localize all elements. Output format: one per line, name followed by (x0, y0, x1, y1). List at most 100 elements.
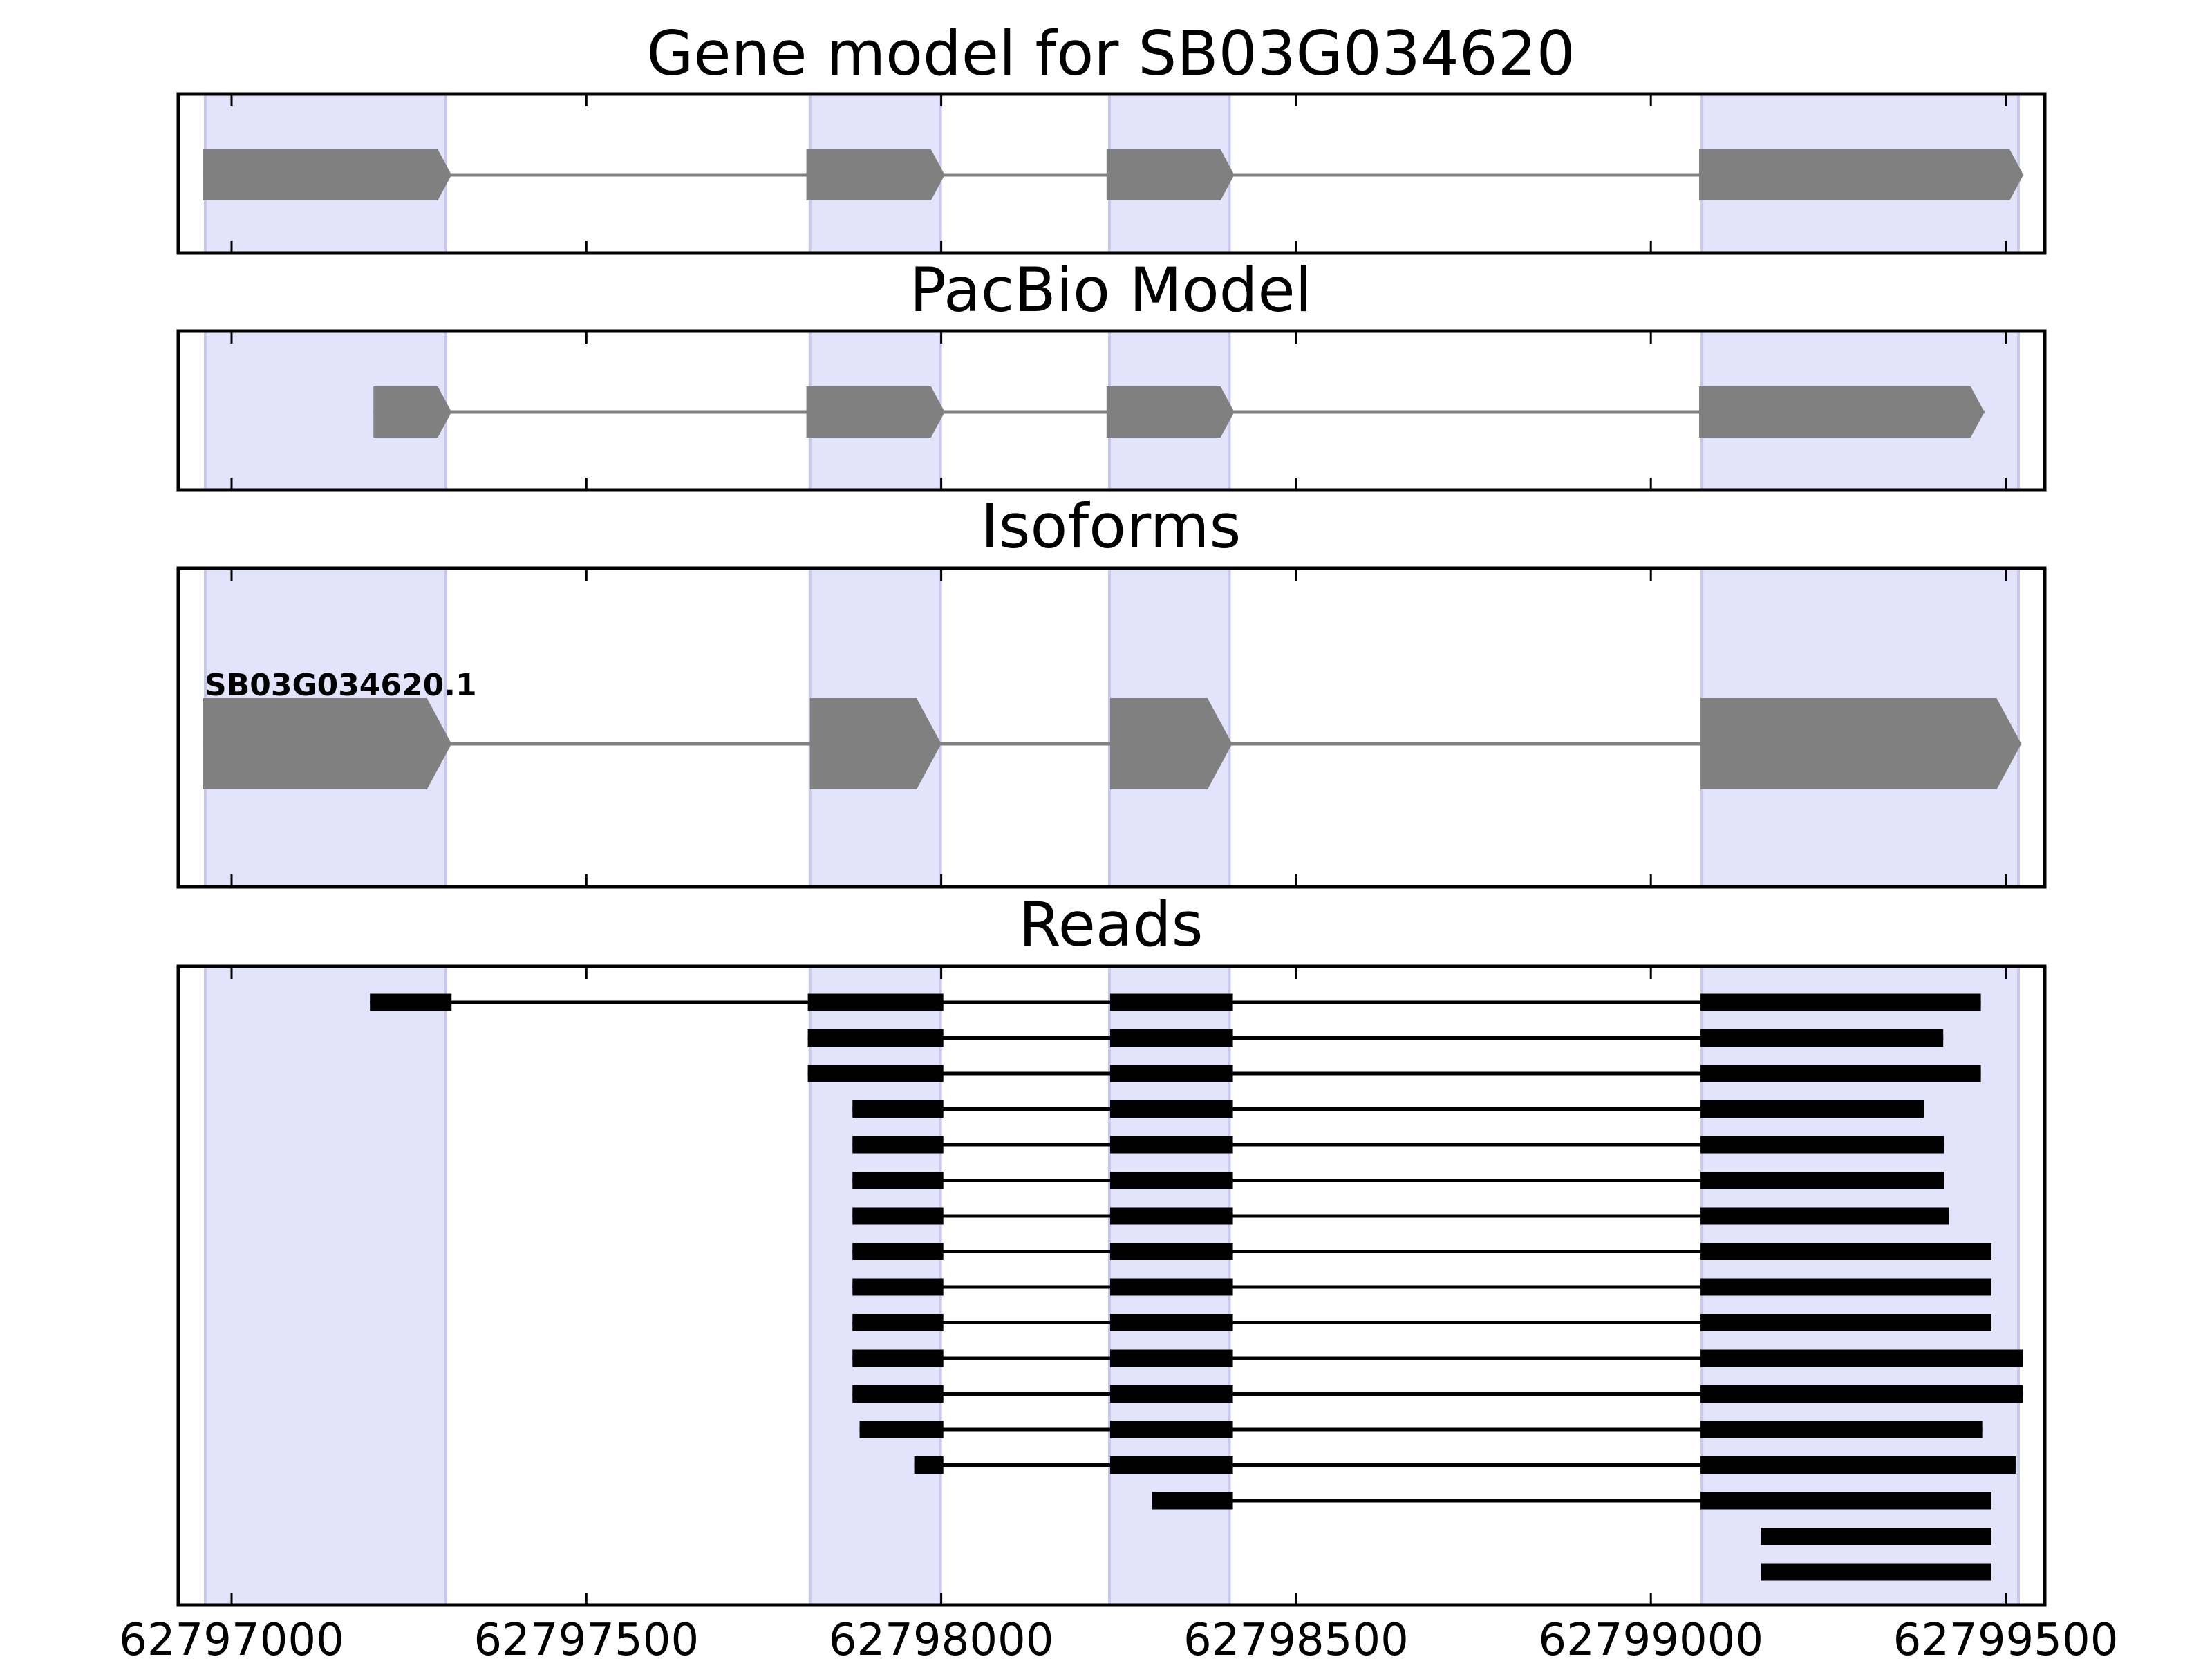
read-exon-block (1700, 1029, 1944, 1047)
x-tick-label: 62799000 (1538, 1615, 1763, 1659)
panel-plot-area (176, 92, 2047, 255)
read-exon-block (852, 1172, 944, 1189)
read-exon-block (1700, 1065, 1981, 1082)
read-exon-block (1109, 1314, 1233, 1331)
pacbio-model-panel: PacBio Model (176, 254, 2047, 492)
read-exon-block (1700, 1421, 1983, 1438)
panel-plot-area (176, 964, 2047, 1607)
read-exon-block (807, 993, 944, 1011)
read-row (1761, 1563, 1992, 1581)
read-exon-block (1109, 1421, 1233, 1438)
panel-plot-area (176, 329, 2047, 492)
read-exon-block (1109, 1065, 1233, 1082)
x-tick-label: 62798000 (829, 1615, 1054, 1659)
read-exon-block (852, 1136, 944, 1154)
exon-arrow (1699, 149, 2024, 200)
read-row (852, 1385, 2023, 1403)
read-exon-block (852, 1278, 944, 1296)
read-exon-block (807, 1029, 944, 1047)
read-row (852, 1100, 1924, 1118)
exon-arrow (806, 149, 945, 200)
exon-shade-region (204, 330, 448, 491)
gene-model-panel: Gene model for SB03G034620 (176, 18, 2047, 255)
exon-arrow (806, 386, 945, 438)
read-exon-block (1700, 1136, 1944, 1154)
read-exon-block (1700, 1172, 1944, 1189)
read-exon-block (1700, 1492, 1992, 1510)
read-row (370, 993, 1981, 1011)
x-tick-label: 62797500 (474, 1615, 699, 1659)
read-exon-block (370, 993, 452, 1011)
reads-panel: Reads (176, 889, 2047, 1607)
read-exon-block (852, 1385, 944, 1403)
axes-frame (176, 329, 2047, 492)
read-exon-block (1109, 1243, 1233, 1260)
read-exon-block (1152, 1492, 1233, 1510)
read-exon-block (1109, 1385, 1233, 1403)
read-row (852, 1172, 1944, 1189)
read-exon-block (1700, 993, 1981, 1011)
panel-plot-area (176, 566, 2047, 889)
axes-frame (176, 92, 2047, 255)
read-exon-block (1109, 1207, 1233, 1225)
read-exon-block (1109, 1100, 1233, 1118)
read-exon-block (1700, 1207, 1949, 1225)
read-exon-block (852, 1100, 944, 1118)
read-exon-block (1700, 1278, 1992, 1296)
read-row (1761, 1528, 1992, 1545)
read-row (807, 1065, 1981, 1082)
isoform-label: SB03G034620.1 (205, 668, 477, 703)
exon-arrow (809, 698, 941, 789)
read-exon-block (1700, 1243, 1992, 1260)
read-row (859, 1421, 1983, 1438)
read-exon-block (914, 1456, 944, 1474)
read-exon-block (852, 1207, 944, 1225)
x-tick-label: 62799500 (1893, 1615, 2119, 1659)
exon-arrow (1700, 698, 2022, 789)
axes-frame (176, 964, 2047, 1607)
read-exon-block (1700, 1385, 2023, 1403)
exon-arrow (203, 149, 452, 200)
exon-arrow (373, 386, 452, 438)
isoforms-title: Isoforms (981, 491, 1241, 562)
read-row (807, 1029, 1944, 1047)
read-row (852, 1314, 1992, 1331)
read-row (852, 1278, 1992, 1296)
read-row (852, 1243, 1992, 1260)
gene-model-title: Gene model for SB03G034620 (646, 18, 1575, 89)
x-axis: 62797000 62797500 62798000 62798500 62799000… (119, 1615, 2118, 1659)
x-tick-label: 62798500 (1183, 1615, 1409, 1659)
exon-shade-region (204, 965, 448, 1606)
read-row (852, 1136, 1944, 1154)
read-exon-block (852, 1314, 944, 1331)
exon-arrow (1109, 698, 1232, 789)
read-exon-block (852, 1349, 944, 1367)
read-exon-block (807, 1065, 944, 1082)
read-exon-block (1109, 1136, 1233, 1154)
read-exon-block (1700, 1349, 2023, 1367)
read-exon-block (859, 1421, 944, 1438)
read-exon-block (1700, 1314, 1992, 1331)
exon-arrow (1699, 386, 1985, 438)
read-row (852, 1349, 2023, 1367)
read-row (1152, 1492, 1992, 1510)
pacbio-model-title: PacBio Model (910, 254, 1312, 326)
x-tick-label: 62797000 (119, 1615, 344, 1659)
isoforms-panel: Isoforms SB03G034620.1 (176, 491, 2047, 889)
exon-arrow (1106, 386, 1235, 438)
read-exon-block (1109, 993, 1233, 1011)
read-row (914, 1456, 2016, 1474)
read-exon-block (1109, 1349, 1233, 1367)
reads-title: Reads (1019, 889, 1203, 960)
read-exon-block (1700, 1100, 1924, 1118)
read-exon-block (1109, 1029, 1233, 1047)
axes-frame (176, 566, 2047, 889)
exon-arrow (1106, 149, 1235, 200)
read-exon-block (1761, 1563, 1992, 1581)
read-exon-block (1109, 1172, 1233, 1189)
read-exon-block (1700, 1456, 2016, 1474)
exon-arrow (203, 698, 452, 789)
read-exon-block (1109, 1456, 1233, 1474)
read-row (852, 1207, 1949, 1225)
